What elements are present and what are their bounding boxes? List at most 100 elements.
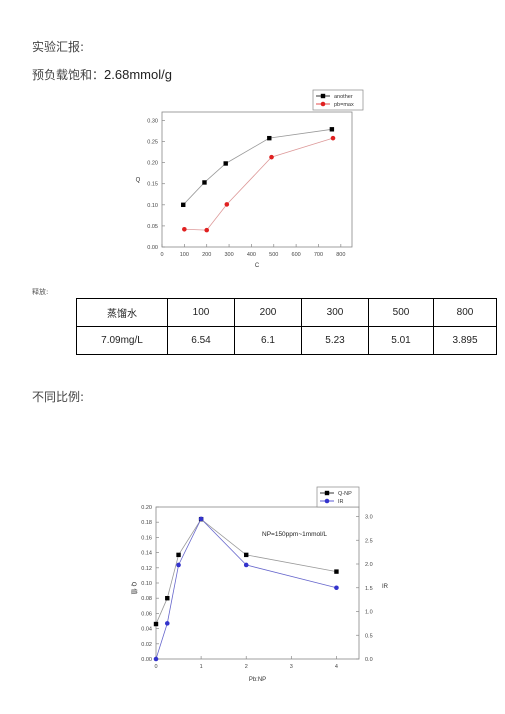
data-point (198, 516, 204, 522)
x-tick-label: 600 (292, 252, 301, 258)
table-cell: 500 (368, 298, 434, 327)
legend-marker (324, 490, 330, 496)
data-point (330, 135, 336, 141)
y-tick-label: 0.15 (147, 182, 158, 188)
table-cell: 6.54 (167, 326, 235, 355)
data-point (153, 656, 159, 662)
data-point (334, 569, 339, 574)
data-point (176, 552, 181, 558)
preload-label: 预负载饱和： (32, 68, 105, 82)
table-row: 7.09mg/L 6.54 6.1 5.23 5.01 3.895 (76, 326, 497, 355)
y2-axis-label: IR (382, 584, 389, 590)
y2-tick-label: 2.0 (365, 562, 373, 568)
heading-different-ratios: 不同比例: (32, 390, 85, 404)
chart-q-vs-c: 0.00 0.05 0.10 0.15 0.20 0.25 0.30 0 100 200 300 40… (136, 89, 364, 269)
data-point (182, 226, 187, 232)
data-point (202, 180, 207, 185)
data-point (176, 562, 181, 568)
x-tick-label: 2 (245, 664, 248, 670)
heading-experiment-report: 实验汇报: (32, 40, 85, 54)
x-tick-label: 200 (202, 252, 211, 258)
data-point (267, 135, 272, 141)
data-point (244, 552, 249, 558)
y-tick-label: 0.08 (141, 596, 152, 602)
release-label: 释放: (32, 288, 49, 296)
x-axis-label: Pb:NP (249, 677, 266, 683)
y2-tick-label: 1.0 (365, 610, 373, 616)
table-cell: 300 (301, 298, 369, 327)
legend-label: IR (338, 499, 344, 505)
y2-tick-label: 3.0 (365, 515, 373, 521)
legend-box (316, 486, 360, 508)
y-tick-label: 0.05 (147, 224, 158, 230)
data-point (204, 227, 210, 233)
table-cell: 100 (167, 298, 235, 327)
legend-label: Q-NP (338, 491, 352, 497)
x-tick-label: 4 (335, 664, 338, 670)
series-line-Q-NP (155, 518, 337, 625)
y-tick-label: 0.14 (141, 551, 152, 557)
x-tick-label: 500 (269, 252, 278, 258)
y-tick-label: 0.30 (147, 118, 158, 124)
x-tick-label: 0 (160, 252, 163, 258)
data-point (269, 154, 274, 160)
legend-label: pb=max (334, 102, 354, 108)
y-tick-label: 0.12 (141, 566, 152, 572)
legend-box (312, 89, 364, 111)
y-tick-label: 0.00 (141, 657, 152, 663)
y2-tick-label: 0.5 (365, 633, 373, 639)
x-axis-label: C (255, 263, 260, 269)
table-cell: 7.09mg/L (76, 326, 168, 355)
y-tick-label: 0.10 (147, 203, 158, 209)
y-tick-label: 0.02 (141, 642, 152, 648)
y2-tick-label: 1.5 (365, 586, 373, 592)
y-axis-label: Q 值 (130, 582, 138, 595)
x-tick-label: 700 (314, 252, 323, 258)
y-tick-label: 0.16 (141, 535, 152, 541)
table-cell: 蒸馏水 (76, 298, 168, 327)
x-tick-label: 300 (224, 252, 233, 258)
release-table: 蒸馏水 100 200 300 500 800 7.09mg/L 6.54 6.… (76, 298, 497, 355)
data-point (181, 202, 186, 208)
data-point (334, 585, 339, 591)
legend-marker (320, 93, 326, 99)
table-cell: 3.895 (433, 326, 497, 355)
data-point (164, 621, 170, 626)
plot-frame (161, 111, 353, 248)
table-cell: 200 (234, 298, 302, 327)
y-tick-label: 0.20 (147, 161, 158, 167)
data-point (198, 516, 204, 522)
y-tick-label: 0.00 (147, 245, 158, 251)
table-header-row: 蒸馏水 100 200 300 500 800 (76, 298, 497, 327)
series-line-another (182, 128, 332, 206)
legend-marker (320, 101, 326, 107)
data-point (165, 596, 170, 601)
x-tick-label: 100 (180, 252, 189, 258)
y-tick-label: 0.25 (147, 140, 158, 146)
y-tick-label: 0.20 (141, 505, 152, 511)
chart-annotation: NP=150ppm~1mmol/L (262, 531, 327, 538)
heading-preload-saturation: 预负载饱和：2.68mmol/g (32, 66, 172, 83)
data-point (224, 202, 230, 207)
y-tick-label: 0.04 (141, 627, 152, 633)
y-axis-label: Q (136, 178, 141, 184)
data-point (243, 562, 249, 568)
table-cell: 5.23 (301, 326, 369, 355)
table-cell: 6.1 (234, 326, 302, 355)
y2-tick-label: 2.5 (365, 538, 373, 544)
table-cell: 800 (433, 298, 497, 327)
series-line-IR (155, 518, 337, 660)
y-tick-label: 0.10 (141, 581, 152, 587)
y-tick-label: 0.06 (141, 611, 152, 617)
x-tick-label: 400 (247, 252, 256, 258)
data-point (329, 127, 335, 132)
table-cell: 5.01 (368, 326, 434, 355)
legend-marker (324, 498, 330, 504)
data-point (153, 621, 159, 627)
legend-label: another (334, 94, 353, 100)
y2-tick-label: 0.0 (365, 657, 373, 663)
x-tick-label: 1 (200, 664, 203, 670)
x-tick-label: 800 (336, 252, 345, 258)
preload-value: 2.68mmol/g (104, 67, 172, 82)
plot-frame (155, 506, 360, 660)
